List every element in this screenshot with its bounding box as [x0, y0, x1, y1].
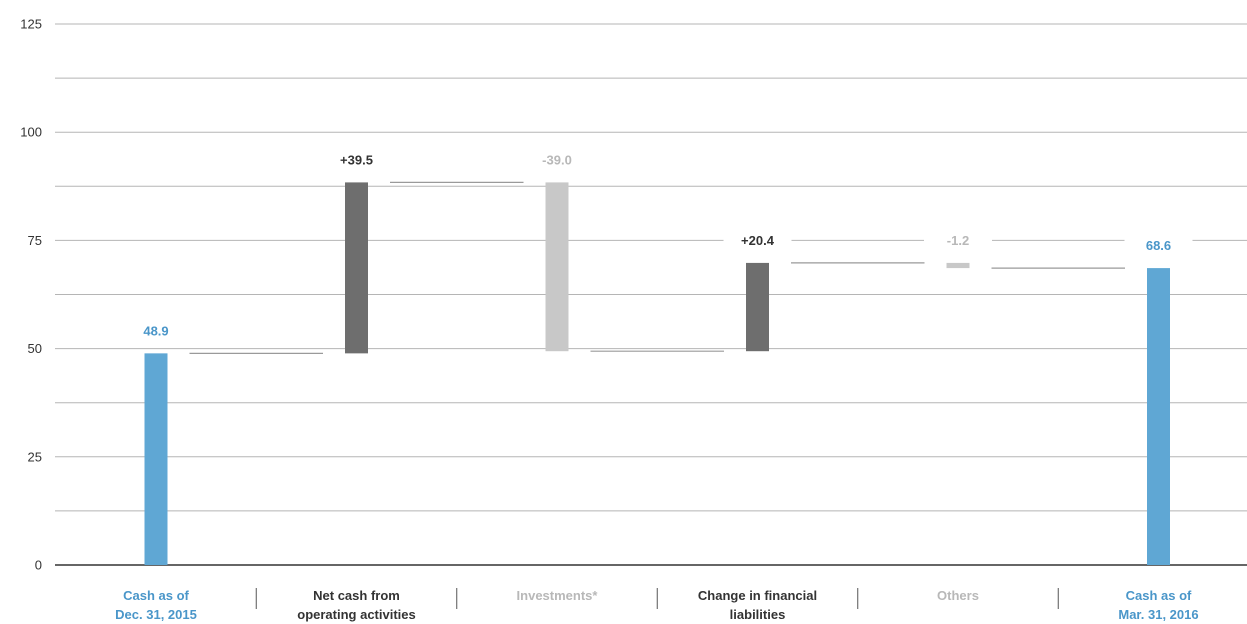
y-tick-label: 75	[28, 233, 42, 248]
y-tick-label: 25	[28, 449, 42, 464]
value-label-bg	[1124, 239, 1193, 255]
bar-increase	[345, 182, 368, 354]
gridlines	[55, 23, 1247, 566]
bar-decrease	[545, 182, 569, 352]
bars	[144, 182, 1170, 565]
value-labels: 48.9 +39.5 -39.0 +20.4 -1.2 68.6	[122, 152, 1193, 340]
x-category-label: Net cash from operating activities	[297, 588, 415, 622]
value-label: -39.0	[542, 152, 572, 167]
value-label: 68.6	[1146, 238, 1171, 253]
y-axis-ticks: 0 25 50 75 100 125	[20, 17, 42, 573]
bar-total	[144, 353, 168, 565]
x-category-label: Investments*	[517, 588, 599, 603]
y-tick-label: 0	[35, 558, 42, 573]
y-tick-label: 50	[28, 341, 42, 356]
x-category-label: Cash as of Dec. 31, 2015	[115, 588, 197, 622]
connector-lines	[189, 181, 1125, 354]
value-label: 48.9	[143, 323, 168, 338]
value-label: +20.4	[741, 233, 775, 248]
y-tick-label: 100	[20, 125, 42, 140]
x-category-label: Cash as of Mar. 31, 2016	[1118, 588, 1198, 622]
value-label-bg	[122, 324, 190, 340]
value-label: +39.5	[340, 152, 373, 167]
value-label-bg	[523, 153, 591, 169]
value-label: -1.2	[947, 233, 969, 248]
y-tick-label: 125	[20, 17, 42, 32]
bar-increase	[746, 262, 769, 352]
x-category-label: Change in financial liabilities	[698, 588, 817, 622]
x-category-label: Others	[937, 588, 979, 603]
bar-total	[1147, 268, 1170, 565]
x-axis-categories: Cash as of Dec. 31, 2015 Net cash from oper…	[115, 588, 1199, 622]
value-label-bg	[924, 233, 992, 249]
bar-decrease	[946, 262, 970, 269]
value-label-bg	[723, 233, 792, 249]
value-label-bg	[322, 153, 391, 169]
